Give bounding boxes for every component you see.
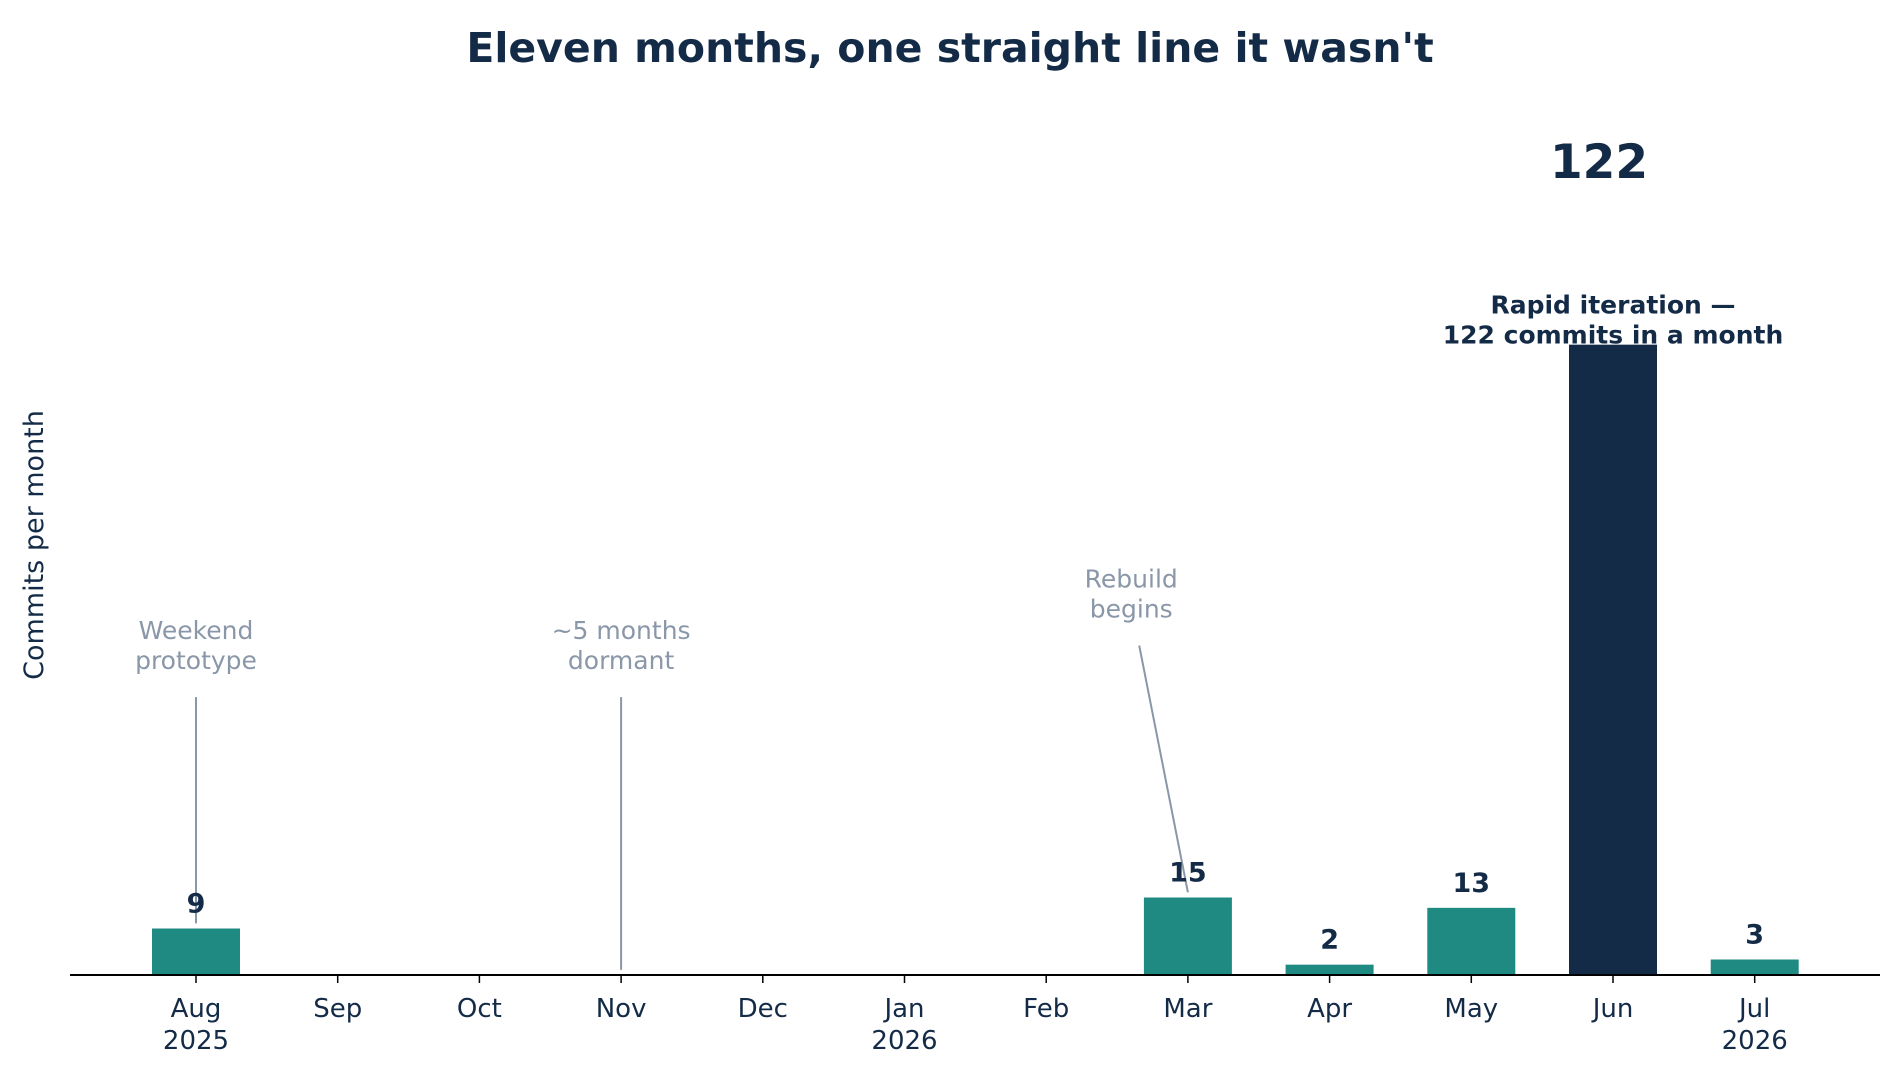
x-tick-label: Aug <box>171 994 222 1024</box>
x-tick-label: Jul <box>1737 994 1770 1024</box>
x-tick-label: Sep <box>313 994 362 1024</box>
bar-jul <box>1710 959 1799 975</box>
x-tick-label: Dec <box>738 994 788 1024</box>
x-tick-label: Jun <box>1591 994 1634 1024</box>
x-tick-label: Jan <box>882 994 924 1024</box>
annotation-text: Rebuild begins <box>1085 565 1178 624</box>
bar-aug <box>152 928 240 975</box>
data-label: 2 <box>1320 925 1339 956</box>
annotation-arrow <box>1138 645 1189 893</box>
x-tick-label: Oct <box>457 994 502 1024</box>
x-tick-label: Apr <box>1307 994 1352 1024</box>
data-label: 13 <box>1453 868 1491 899</box>
data-label: 3 <box>1745 920 1764 951</box>
bar-jun <box>1569 344 1657 976</box>
chart-title: Eleven months, one straight line it wasn… <box>466 24 1433 72</box>
x-tick-label: Mar <box>1163 994 1212 1024</box>
bar-apr <box>1285 964 1374 975</box>
data-label: 9 <box>187 889 206 920</box>
x-tick-label: Nov <box>596 994 647 1024</box>
x-tick-label: Feb <box>1023 994 1069 1024</box>
labels-layer: 9 15 2 13 3 122 <box>187 135 1764 956</box>
annotation-text: Weekend prototype <box>135 616 257 675</box>
x-tick-year: 2026 <box>1722 1026 1788 1056</box>
annotation-text: Rapid iteration —122 commits in a month <box>1443 291 1784 350</box>
x-tick-year: 2025 <box>163 1026 229 1056</box>
annotations-layer: Weekend prototype ~5 months dormant Rebuild b… <box>135 291 1783 970</box>
bar-mar <box>1143 897 1232 975</box>
y-axis-label: Commits per month <box>19 410 50 680</box>
x-tick-year: 2026 <box>871 1026 937 1056</box>
annotation-text: ~5 months dormant <box>552 616 691 675</box>
bar-may <box>1427 907 1516 975</box>
x-tick-label: May <box>1444 994 1498 1024</box>
highlight-value-label: 122 <box>1550 135 1648 190</box>
data-label: 15 <box>1169 858 1207 889</box>
bars-layer <box>152 344 1799 976</box>
